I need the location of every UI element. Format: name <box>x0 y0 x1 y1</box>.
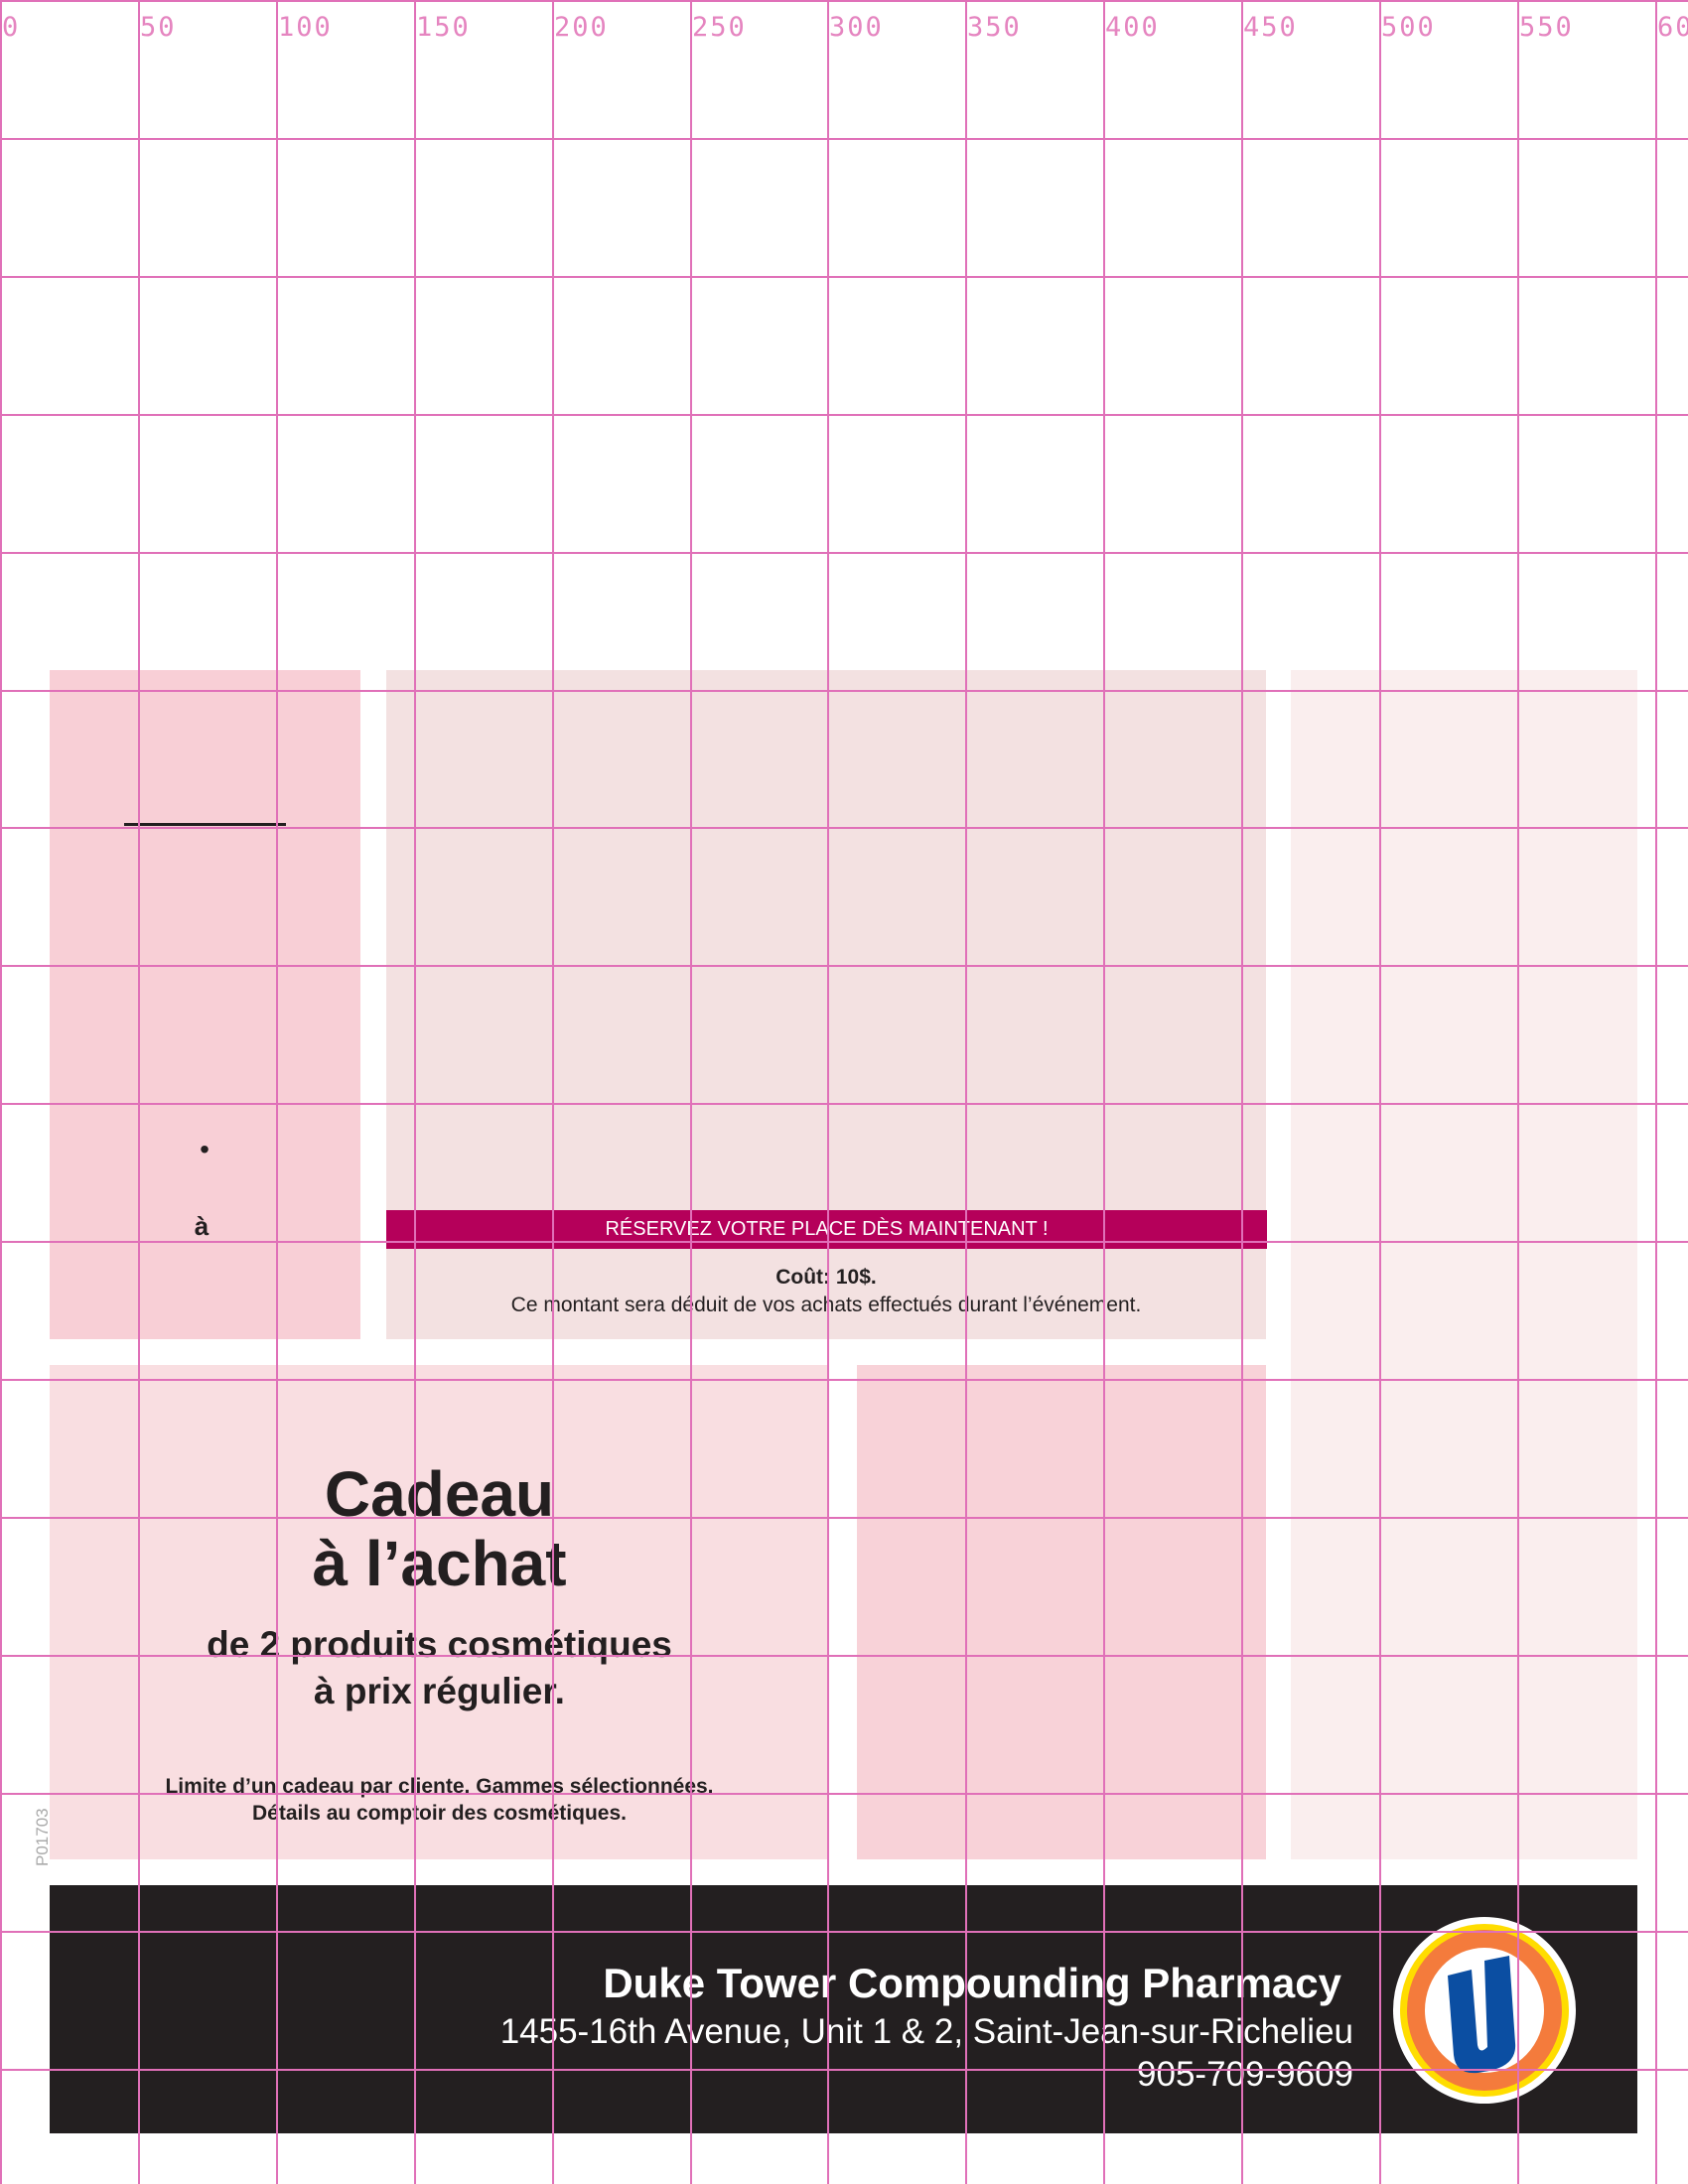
grid-horizontal-line <box>0 0 1688 2</box>
grid-horizontal-line <box>0 827 1688 829</box>
grid-label: 550 <box>1519 12 1574 43</box>
grid-label: 450 <box>1243 12 1298 43</box>
grid-label: 600 <box>1657 12 1688 43</box>
offer-panel <box>50 1365 829 1859</box>
grid-vertical-line <box>827 0 829 2184</box>
grid-horizontal-line <box>0 1379 1688 1381</box>
grid-vertical-line <box>1103 0 1105 2184</box>
grid-label: 350 <box>967 12 1022 43</box>
grid-vertical-line <box>1379 0 1381 2184</box>
grid-label: 50 <box>140 12 177 43</box>
offer-subtitle-line1: de 2 produits cosmétiques <box>207 1624 672 1665</box>
grid-horizontal-line <box>0 1793 1688 1795</box>
store-address: 1455-16th Avenue, Unit 1 & 2, Saint-Jean… <box>499 2012 1353 2051</box>
grid-horizontal-line <box>0 552 1688 554</box>
offer-title-line1: Cadeau <box>324 1458 555 1530</box>
cost-note: Ce montant sera déduit de vos achats eff… <box>510 1294 1142 1316</box>
grid-horizontal-line <box>0 690 1688 692</box>
grid-label: 200 <box>554 12 609 43</box>
grid-vertical-line <box>414 0 416 2184</box>
cost-text: Coût: 10$. <box>775 1266 877 1289</box>
right-panel <box>1291 670 1637 1859</box>
grid-label: 250 <box>692 12 747 43</box>
product-code: P01703 <box>33 1808 52 1866</box>
signature-line <box>124 823 286 826</box>
bottom-middle-panel <box>857 1365 1266 1859</box>
grid-horizontal-line <box>0 1103 1688 1105</box>
grid-horizontal-line <box>0 1931 1688 1933</box>
left-panel <box>50 670 360 1339</box>
grid-vertical-line <box>690 0 692 2184</box>
uniprix-logo-icon <box>1393 1917 1576 2104</box>
grid-horizontal-line <box>0 2069 1688 2071</box>
a-grave-text: à <box>194 1211 210 1241</box>
grid-label: 500 <box>1381 12 1436 43</box>
grid-horizontal-line <box>0 414 1688 416</box>
store-name: Duke Tower Compounding Pharmacy <box>603 1960 1341 2006</box>
store-phone: 905-709-9609 <box>1137 2055 1353 2094</box>
grid-horizontal-line <box>0 965 1688 967</box>
store-footer <box>50 1885 1637 2133</box>
grid-horizontal-line <box>0 276 1688 278</box>
offer-subtitle-line2: à prix régulier. <box>314 1671 565 1711</box>
grid-label: 150 <box>416 12 471 43</box>
bullet: • <box>200 1134 210 1164</box>
grid-vertical-line <box>0 0 2 2184</box>
grid-horizontal-line <box>0 1517 1688 1519</box>
grid-label: 400 <box>1105 12 1160 43</box>
grid-horizontal-line <box>0 1655 1688 1657</box>
grid-label: 0 <box>2 12 21 43</box>
grid-vertical-line <box>276 0 278 2184</box>
offer-title-line2: à l’achat <box>312 1528 567 1599</box>
offer-fine-print-1: Limite d’un cadeau par cliente. Gammes s… <box>165 1775 714 1798</box>
grid-vertical-line <box>138 0 140 2184</box>
grid-label: 100 <box>278 12 333 43</box>
grid-horizontal-line <box>0 1241 1688 1243</box>
grid-vertical-line <box>552 0 554 2184</box>
grid-label: 300 <box>829 12 884 43</box>
grid-vertical-line <box>965 0 967 2184</box>
grid-vertical-line <box>1655 0 1657 2184</box>
grid-vertical-line <box>1241 0 1243 2184</box>
grid-horizontal-line <box>0 138 1688 140</box>
grid-vertical-line <box>1517 0 1519 2184</box>
offer-fine-print-2: Détails au comptoir des cosmétiques. <box>252 1802 627 1825</box>
